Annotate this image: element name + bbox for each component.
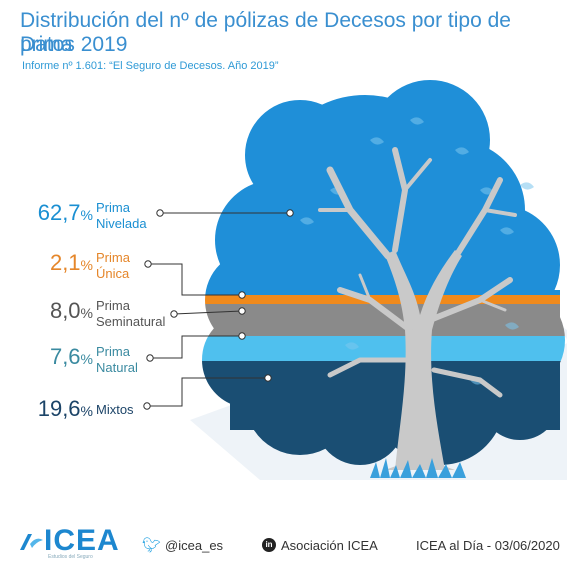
legend-label-line1: Mixtos [96,402,134,417]
legend-value-unit: % [80,351,93,367]
connector-line [150,335,242,359]
connector-dot-band [238,332,246,340]
legend-value-number: 19,6 [37,396,81,421]
legend-label-line1: Prima [96,200,130,215]
legend-value: 7,6% [50,344,93,370]
icea-logo-tagline: Estudios del Seguro [48,554,93,560]
publication-date-text: ICEA al Día - 03/06/2020 [416,537,560,553]
legend-label-line1: Prima [96,250,130,265]
tree-trunk [318,147,517,470]
connector-dot-legend [170,310,178,318]
connector-dot-band [238,291,246,299]
connector-dot-band [264,374,272,382]
connector-dot-legend [144,260,152,268]
icea-logo-text: ICEA [44,524,120,557]
grass [370,458,466,478]
connector-dot-band [238,307,246,315]
legend-label-line2: Nivelada [96,216,147,231]
legend-label: Mixtos [96,402,134,418]
publication-date: ICEA al Día - 03/06/2020 [416,533,560,557]
connector-dot-legend [143,402,151,410]
chart-title-year: Datos 2019 [20,33,128,56]
legend-value: 2,1% [50,250,93,276]
connector-dot-band [286,209,294,217]
connector-line [173,310,243,315]
icea-logo-icon [20,534,43,550]
band-prima-natural [202,336,565,361]
linkedin-name: Asociación ICEA [281,537,378,553]
linkedin-link[interactable]: in Asociación ICEA [262,533,378,557]
icea-logo[interactable]: ICEA [18,524,120,557]
legend-label: Prima Seminatural [96,298,165,330]
connector-line [147,377,268,407]
legend-item-prima-unica: 2,1% Prima Única [0,250,567,290]
legend-value: 62,7% [38,200,93,226]
legend-label: Prima Natural [96,344,138,376]
chart-subtitle: Informe nº 1.601: “El Seguro de Decesos.… [22,60,279,72]
connector-dot-legend [156,209,164,217]
legend-value: 19,6% [38,396,93,422]
linkedin-icon: in [262,538,276,552]
twitter-handle: @icea_es [165,537,224,553]
legend-connectors [143,209,294,410]
legend-value-unit: % [80,207,93,223]
legend-label-line2: Seminatural [96,314,166,329]
legend-label-line1: Prima [96,344,130,359]
legend-item-mixtos: 19,6% Mixtos [0,396,567,436]
twitter-bird-icon: 🐦︎ [142,537,162,554]
legend-value: 8,0% [50,298,93,324]
twitter-link[interactable]: 🐦︎ @icea_es [142,533,223,557]
legend-value-unit: % [80,403,93,419]
legend-item-prima-seminatural: 8,0% Prima Seminatural [0,298,567,338]
legend-label: Prima Única [96,250,130,282]
legend-item-prima-natural: 7,6% Prima Natural [0,344,567,384]
legend-value-unit: % [80,257,93,273]
chart-title: Distribución del nº de pólizas de Deceso… [20,9,511,56]
band-prima-única [202,295,565,304]
connector-line [148,263,242,296]
legend-value-number: 62,7 [37,200,81,225]
legend-value-number: 8,0 [49,298,81,323]
legend-label-line1: Prima [96,298,130,313]
legend-label-line2: Natural [96,360,138,375]
connector-dot-legend [146,354,154,362]
legend-value-number: 2,1 [49,250,81,275]
legend-label-line2: Única [96,266,130,281]
legend-value-unit: % [80,305,93,321]
legend-item-prima-nivelada: 62,7% Prima Nivelada [0,200,567,240]
legend-label: Prima Nivelada [96,200,147,232]
legend-value-number: 7,6 [49,344,81,369]
